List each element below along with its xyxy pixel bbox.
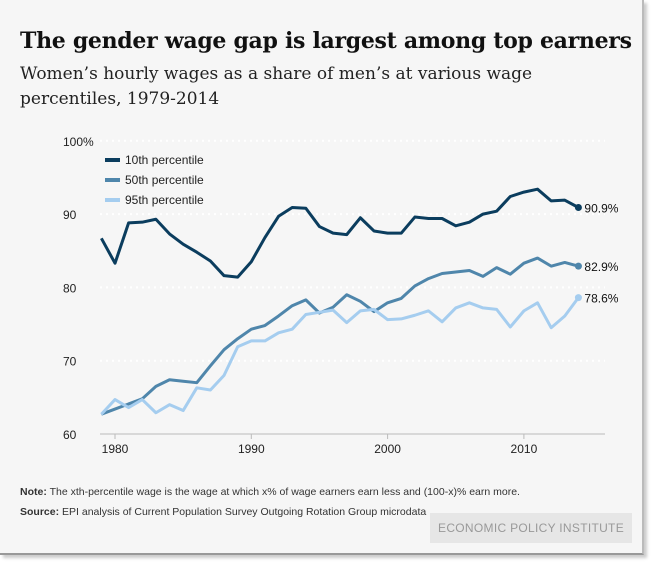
legend-label: 10th percentile [125, 153, 204, 167]
chart-panel: The gender wage gap is largest among top… [0, 0, 644, 555]
y-tick-label: 100% [63, 135, 94, 149]
chart-title: The gender wage gap is largest among top… [20, 28, 632, 54]
note-label: Note: [20, 486, 47, 498]
legend-label: 95th percentile [125, 193, 204, 207]
source: Source: EPI analysis of Current Populati… [20, 506, 426, 518]
y-tick-label: 90 [63, 208, 77, 222]
end-label: 90.9% [584, 202, 618, 216]
brand-logo: ECONOMIC POLICY INSTITUTE [430, 513, 632, 543]
x-tick-label: 2010 [511, 442, 538, 456]
x-tick-label: 1990 [238, 442, 265, 456]
line-chart: 60 70 80 90 100% 1980 1990 2000 2010 90.9% 10th pe… [63, 135, 619, 456]
source-label: Source: [20, 506, 60, 518]
x-tick-label: 2000 [374, 442, 401, 456]
end-point [574, 204, 582, 212]
legend-label: 50th percentile [125, 173, 204, 187]
series-line-1 [100, 187, 580, 279]
end-point [574, 262, 582, 270]
series-line-2 [100, 256, 579, 416]
y-tick-label: 80 [63, 281, 77, 295]
end-label: 82.9% [584, 260, 618, 274]
end-label: 78.6% [584, 292, 618, 306]
source-text: EPI analysis of Current Population Surve… [59, 506, 427, 518]
y-tick-label: 60 [63, 428, 77, 442]
series-line-3 [100, 296, 580, 416]
note: Note: The xth-percentile wage is the wag… [20, 486, 520, 498]
end-point [574, 294, 582, 302]
chart-subtitle: Women’s hourly wages as a share of men’s… [20, 64, 533, 109]
note-text: The xth-percentile wage is the wage at w… [46, 486, 520, 498]
y-tick-label: 70 [63, 355, 77, 369]
x-tick-label: 1980 [102, 442, 129, 456]
